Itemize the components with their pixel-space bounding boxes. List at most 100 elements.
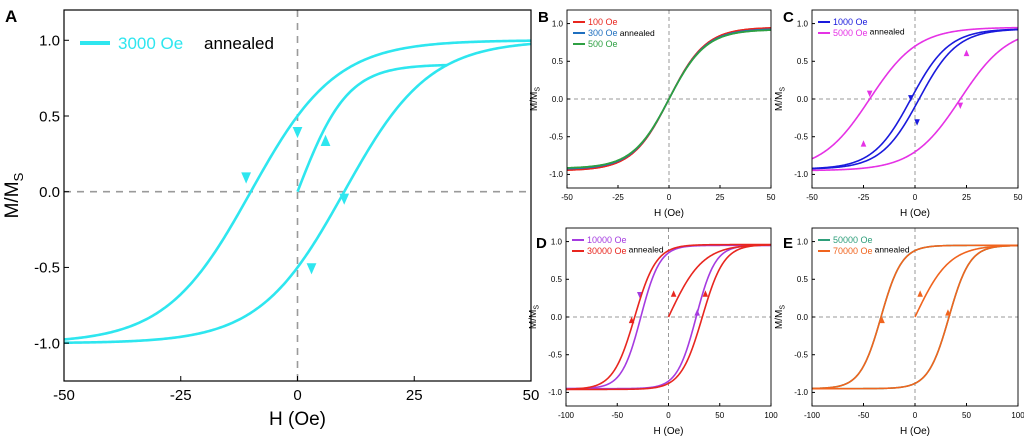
x-tick-label: 0 [913, 411, 918, 420]
series-curve-descending [812, 244, 1018, 390]
panel-d: -100 -50 0 50 100 -1.0 -0.5 0.0 0.5 1.0 H (Oe) M/MS… [528, 227, 778, 437]
y-tick-label: 0.0 [551, 313, 563, 322]
y-tick-label: 0.0 [797, 313, 809, 322]
legend: 3000 Oe annealed [80, 34, 274, 53]
legend-label: 1000 Oe [833, 17, 868, 27]
series-curve-ascending [566, 244, 771, 391]
x-tick-label: -50 [858, 411, 870, 420]
x-tick-label: 50 [523, 387, 540, 404]
legend-annotation: annealed [204, 34, 274, 53]
legend-label: 50000 Oe [833, 235, 873, 245]
curves [567, 27, 771, 171]
direction-arrow [860, 140, 867, 147]
y-tick-label: 0.0 [797, 95, 809, 104]
direction-arrow [908, 95, 914, 102]
x-tick-label: 0 [666, 411, 671, 420]
series-curve-ascending [64, 42, 531, 345]
x-tick-label: 0 [913, 193, 918, 202]
direction-arrow [628, 316, 635, 324]
legend-label: 10000 Oe [587, 235, 627, 245]
panel-c: -50 -25 0 25 50 -1.0 -0.5 0.0 0.5 1.0 H (Oe) M/MS C 1… [774, 9, 1023, 219]
x-axis-label: H (Oe) [654, 426, 684, 437]
y-tick-label: 0.0 [552, 95, 564, 104]
direction-arrow [945, 309, 951, 316]
x-tick-label: -50 [561, 193, 573, 202]
x-tick-label: 0 [667, 193, 672, 202]
legend-label: 300 Oe [588, 28, 618, 38]
x-tick-label: -50 [806, 193, 818, 202]
series-curve-descending [567, 29, 771, 169]
y-axis-label: M/MS [2, 172, 26, 218]
y-tick-label: 1.0 [797, 237, 809, 246]
legend-label: 30000 Oe [587, 246, 627, 256]
direction-arrow [879, 316, 885, 324]
direction-arrow [866, 90, 873, 97]
series-curve-ascending [812, 38, 1018, 172]
legend-label: 70000 Oe [833, 246, 873, 256]
y-tick-label: -1.0 [794, 170, 808, 179]
curves [812, 244, 1018, 390]
y-tick-label: -1.0 [34, 335, 60, 352]
panel-letter: E [783, 235, 793, 252]
y-tick-label: -0.5 [549, 133, 563, 142]
direction-arrow [292, 126, 303, 139]
y-axis-label: M/MS [528, 305, 541, 329]
curves [812, 26, 1018, 172]
series-curve-descending [64, 39, 531, 341]
y-tick-label: 1.0 [39, 33, 60, 50]
legend-annotation: annealed [629, 245, 664, 255]
series-curve-descending [812, 28, 1018, 170]
y-axis-label: M/MS [774, 87, 787, 111]
direction-arrow [339, 193, 350, 205]
x-tick-label: 50 [962, 411, 971, 420]
panel-letter: A [5, 7, 17, 26]
panel-a: -50 -25 0 25 50 -1.0 -0.5 0.0 0.5 1.0 H (Oe) M/MS A 3… [2, 7, 539, 430]
series-curve-descending [812, 26, 1018, 160]
y-axis-label: M/MS [529, 87, 542, 111]
y-tick-label: 0.5 [552, 57, 564, 66]
x-tick-label: 0 [293, 387, 301, 404]
direction-arrow [702, 290, 709, 297]
legend-label: 5000 Oe [833, 28, 868, 38]
x-tick-label: -25 [858, 193, 870, 202]
direction-arrow [320, 134, 331, 146]
curves [64, 39, 531, 345]
series-curve-ascending [812, 28, 1018, 170]
x-tick-label: -100 [804, 411, 821, 420]
legend-label: 500 Oe [588, 39, 618, 49]
direction-arrow [917, 290, 923, 297]
y-tick-label: 1.0 [552, 19, 564, 28]
panel-letter: C [783, 9, 794, 26]
y-tick-label: -1.0 [549, 170, 563, 179]
panel-letter: D [536, 235, 547, 252]
legend-annotation: annealed [620, 28, 655, 38]
x-axis-label: H (Oe) [900, 208, 930, 219]
y-tick-label: 0.5 [797, 275, 809, 284]
y-tick-label: 1.0 [797, 19, 809, 28]
x-tick-label: 25 [716, 193, 725, 202]
direction-arrow [914, 119, 920, 126]
series-curve-initial [914, 244, 1018, 318]
x-tick-label: -50 [611, 411, 623, 420]
direction-arrow [957, 102, 964, 110]
legend-annotation: annealed [870, 27, 905, 37]
x-tick-label: -100 [558, 411, 575, 420]
direction-arrow [241, 172, 252, 184]
x-axis-label: H (Oe) [269, 409, 326, 430]
y-tick-label: -0.5 [794, 351, 808, 360]
y-tick-label: -1.0 [794, 388, 808, 397]
x-axis-label: H (Oe) [900, 426, 930, 437]
x-tick-label: 50 [715, 411, 724, 420]
panel-letter: B [538, 9, 549, 26]
series-curve-descending [566, 243, 771, 390]
x-tick-label: -25 [170, 387, 192, 404]
direction-arrow [694, 309, 700, 316]
x-tick-label: 50 [767, 193, 776, 202]
legend-label: 100 Oe [588, 17, 618, 27]
direction-arrow [306, 263, 317, 275]
curves [566, 243, 771, 391]
